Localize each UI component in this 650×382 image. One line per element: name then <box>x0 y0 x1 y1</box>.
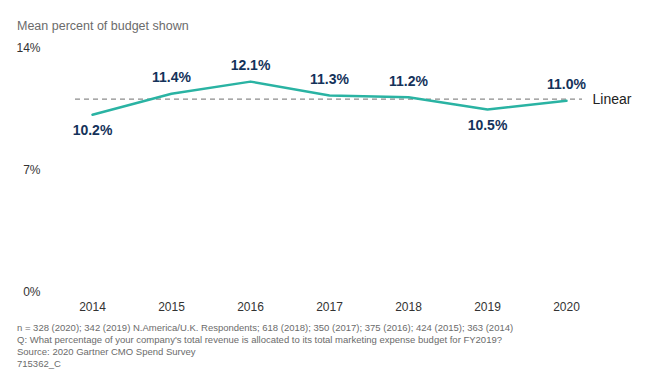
svg-text:7%: 7% <box>23 163 41 177</box>
svg-text:11.0%: 11.0% <box>547 76 586 92</box>
html-text:715362_C: 715362_C <box>17 358 61 369</box>
svg-text:0%: 0% <box>23 285 41 299</box>
svg-text:2018: 2018 <box>395 300 422 314</box>
svg-text:14%: 14% <box>16 41 40 55</box>
html-text:Source: 2020 Gartner CMO Spend: Source: 2020 Gartner CMO Spend Survey <box>17 346 196 357</box>
svg-text:Linear: Linear <box>593 91 632 107</box>
svg-text:2016: 2016 <box>237 300 264 314</box>
html-text:Mean percent of budget shown: Mean percent of budget shown <box>17 19 189 33</box>
svg-text:10.2%: 10.2% <box>73 122 113 138</box>
svg-text:2020: 2020 <box>553 300 580 314</box>
svg-text:2017: 2017 <box>316 300 343 314</box>
svg-text:10.5%: 10.5% <box>468 117 508 133</box>
svg-text:11.3%: 11.3% <box>310 71 349 87</box>
svg-text:12.1%: 12.1% <box>231 57 271 73</box>
svg-text:2014: 2014 <box>79 300 106 314</box>
svg-text:2015: 2015 <box>158 300 185 314</box>
svg-text:2019: 2019 <box>474 300 501 314</box>
svg-text:11.4%: 11.4% <box>152 69 191 85</box>
html-text:n = 328 (2020); 342 (2019) N.A: n = 328 (2020); 342 (2019) N.America/U.K… <box>17 322 514 333</box>
html-text:Q: What percentage of your com: Q: What percentage of your company's tot… <box>17 334 502 345</box>
svg-text:11.2%: 11.2% <box>389 73 428 89</box>
